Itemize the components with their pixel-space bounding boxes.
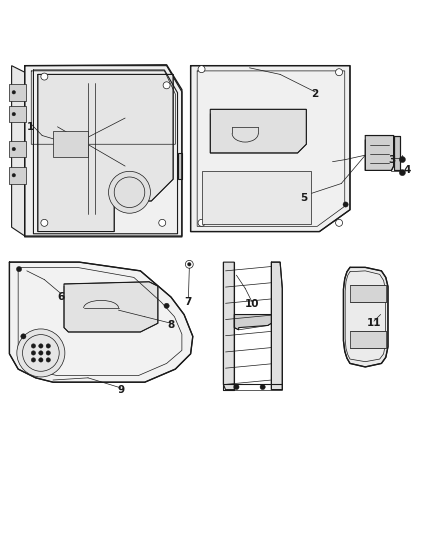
- Circle shape: [12, 91, 15, 94]
- Bar: [10, 106, 26, 123]
- Text: 3: 3: [388, 155, 395, 165]
- Polygon shape: [210, 109, 306, 153]
- Text: 1: 1: [27, 122, 34, 132]
- Polygon shape: [234, 314, 272, 330]
- Polygon shape: [177, 153, 182, 179]
- Polygon shape: [394, 135, 400, 171]
- Polygon shape: [272, 262, 283, 390]
- Circle shape: [198, 220, 205, 227]
- Circle shape: [234, 384, 239, 390]
- Circle shape: [198, 66, 205, 72]
- Text: 6: 6: [57, 292, 64, 302]
- Circle shape: [260, 384, 265, 390]
- Circle shape: [185, 261, 193, 268]
- Circle shape: [164, 303, 169, 309]
- Circle shape: [17, 329, 65, 377]
- Polygon shape: [38, 75, 173, 231]
- Text: 7: 7: [185, 297, 192, 308]
- Circle shape: [39, 351, 43, 355]
- Circle shape: [31, 358, 35, 362]
- Circle shape: [31, 351, 35, 355]
- Text: 11: 11: [367, 318, 381, 328]
- Bar: [350, 330, 386, 348]
- Bar: [10, 84, 26, 101]
- Circle shape: [336, 220, 343, 227]
- Text: 4: 4: [403, 165, 410, 175]
- Circle shape: [12, 174, 15, 177]
- Polygon shape: [12, 66, 25, 236]
- Polygon shape: [25, 66, 182, 236]
- Text: 9: 9: [117, 385, 124, 394]
- Circle shape: [31, 344, 35, 348]
- Polygon shape: [223, 262, 234, 390]
- Circle shape: [39, 358, 43, 362]
- Text: 5: 5: [300, 192, 308, 203]
- Circle shape: [163, 82, 170, 89]
- Circle shape: [46, 358, 50, 362]
- Polygon shape: [10, 262, 193, 382]
- Circle shape: [109, 171, 150, 213]
- Bar: [350, 285, 386, 302]
- Text: 8: 8: [167, 320, 175, 330]
- Bar: [53, 131, 88, 157]
- Circle shape: [21, 334, 26, 339]
- Text: 10: 10: [244, 298, 259, 309]
- Circle shape: [159, 220, 166, 227]
- Polygon shape: [64, 282, 158, 332]
- Circle shape: [41, 73, 48, 80]
- Circle shape: [399, 157, 406, 163]
- Circle shape: [46, 351, 50, 355]
- Circle shape: [343, 202, 348, 207]
- Polygon shape: [191, 66, 350, 231]
- Polygon shape: [365, 135, 394, 171]
- Circle shape: [46, 344, 50, 348]
- Circle shape: [12, 112, 15, 116]
- Circle shape: [399, 169, 406, 176]
- Circle shape: [41, 220, 48, 227]
- Bar: [10, 141, 26, 157]
- Circle shape: [16, 266, 21, 272]
- Bar: [10, 167, 26, 183]
- Bar: [201, 171, 311, 224]
- Circle shape: [12, 147, 15, 151]
- Polygon shape: [343, 268, 388, 367]
- Circle shape: [336, 69, 343, 76]
- Circle shape: [187, 263, 191, 266]
- Circle shape: [39, 344, 43, 348]
- Text: 2: 2: [311, 89, 319, 99]
